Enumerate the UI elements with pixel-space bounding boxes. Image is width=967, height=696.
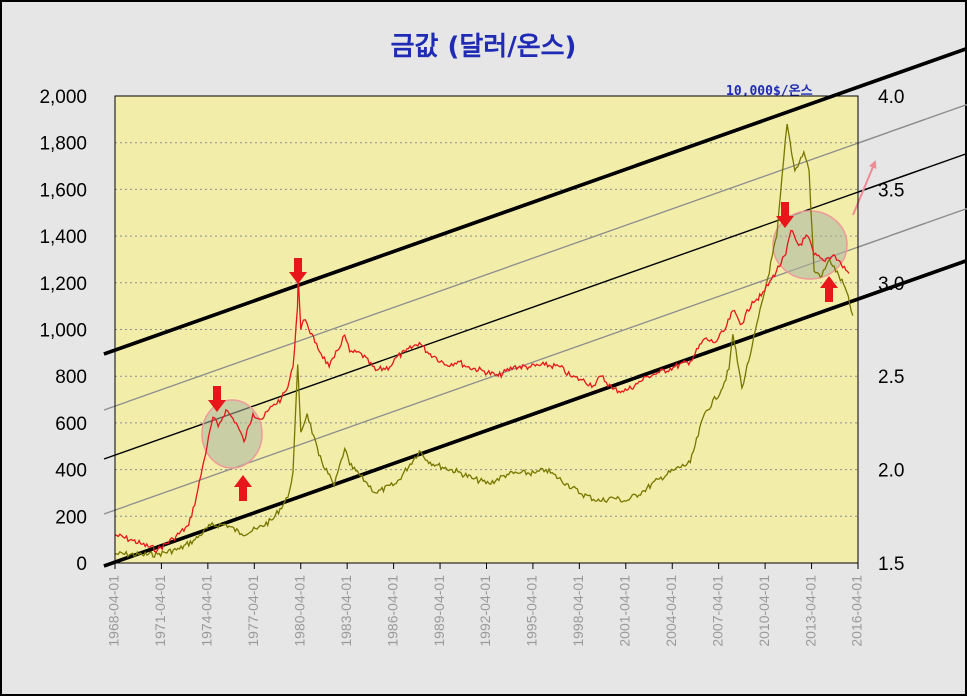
highlight-ellipse (201, 399, 263, 469)
x-tick-label: 2001-04-01 (617, 575, 633, 647)
x-tick-label: 2004-04-01 (663, 575, 679, 647)
x-tick-label: 1974-04-01 (199, 575, 215, 647)
channel-line-ext (857, 222, 926, 248)
channel-upper-line (103, 46, 967, 356)
y-right-tick-label: 2.5 (878, 367, 904, 388)
arrow-up-icon (820, 276, 838, 302)
y-left-tick-label: 1,800 (39, 134, 87, 155)
projection-arrow (852, 160, 877, 216)
x-tick-label: 2010-04-01 (756, 575, 772, 647)
channel-lower-line (103, 258, 967, 568)
y-left-tick-label: 0 (76, 554, 87, 575)
channel-line (103, 103, 967, 411)
arrow-down-icon (289, 258, 307, 284)
y-left-tick-label: 1,200 (39, 274, 87, 295)
y-left-tick-label: 200 (55, 507, 87, 528)
series-line (115, 123, 854, 558)
y-left-tick-label: 400 (55, 461, 87, 482)
x-tick-label: 1995-04-01 (524, 575, 540, 647)
y-left-tick-label: 800 (55, 367, 87, 388)
x-tick-label: 1992-04-01 (477, 575, 493, 647)
x-tick-label: 1968-04-01 (106, 575, 122, 647)
highlight-ellipse (772, 210, 848, 280)
arrow-down-icon (208, 386, 226, 412)
y-left-tick-label: 1,000 (39, 321, 87, 342)
x-tick-label: 1980-04-01 (291, 575, 307, 647)
channel-line-ext (857, 118, 926, 144)
y-left-tick-label: 1,600 (39, 180, 87, 201)
x-tick-label: 2007-04-01 (709, 575, 725, 647)
x-tick-label: 2013-04-01 (802, 575, 818, 647)
channel-line-ext (857, 167, 926, 193)
x-tick-label: 1983-04-01 (338, 575, 354, 647)
y-right-tick-label: 3.5 (878, 180, 904, 201)
secondary-axis-note: 10,000$/온스 (726, 84, 813, 99)
x-tick-label: 1977-04-01 (245, 575, 261, 647)
x-tick-label: 1986-04-01 (384, 575, 400, 647)
y-left-tick-label: 1,400 (39, 227, 87, 248)
chart-title: 금값 (달러/온스) (390, 32, 577, 62)
x-tick-label: 1989-04-01 (431, 575, 447, 647)
y-left-tick-label: 600 (55, 414, 87, 435)
y-right-tick-label: 1.5 (878, 554, 904, 575)
x-tick-label: 1971-04-01 (152, 575, 168, 647)
y-right-tick-label: 2.0 (878, 461, 904, 482)
arrow-down-icon (776, 202, 794, 228)
series-line (115, 229, 850, 554)
plot-border (114, 95, 859, 564)
arrow-up-icon (234, 475, 252, 501)
x-tick-label: 2016-04-01 (849, 575, 865, 647)
y-right-tick-label: 4.0 (878, 87, 904, 108)
y-left-tick-label: 2,000 (39, 87, 87, 108)
x-tick-label: 1998-04-01 (570, 575, 586, 647)
